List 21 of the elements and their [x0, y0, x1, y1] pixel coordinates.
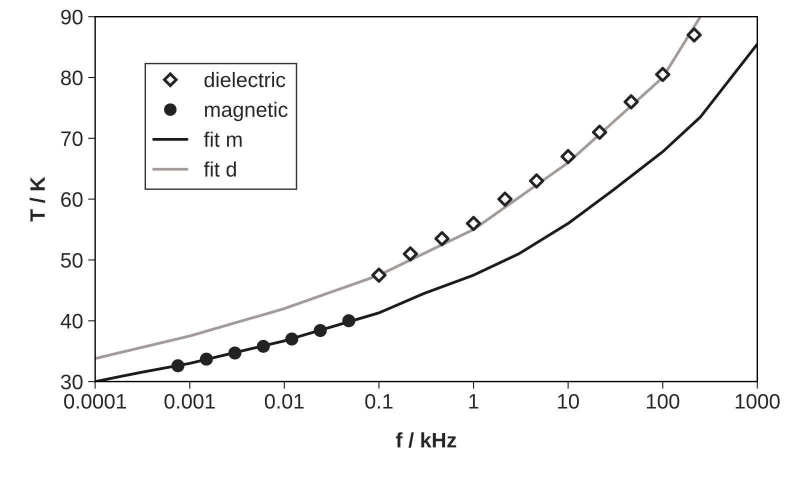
x-tick-label: 0.1 — [365, 394, 392, 409]
x-tick-label: 0.0001 — [64, 394, 126, 409]
x-tick-label: 100 — [646, 394, 680, 409]
y-tick-label: 40 — [60, 314, 83, 329]
legend-label: fit d — [204, 161, 236, 177]
y-tick-label: 90 — [61, 10, 83, 24]
legend-label: magnetic — [205, 102, 288, 122]
y-tick-label: 60 — [61, 192, 83, 207]
x-tick-label: 0.001 — [164, 394, 215, 409]
x-tick-label: 1 — [469, 394, 478, 409]
y-tick-label: 30 — [60, 374, 83, 390]
y-axis-title: T / K — [30, 176, 46, 222]
y-tick-label: 80 — [61, 70, 83, 86]
legend-label: dielectric — [204, 72, 286, 88]
legend-label: fit m — [204, 132, 242, 147]
x-tick-label: 10 — [558, 394, 579, 409]
x-tick-label: 1000 — [736, 394, 780, 409]
y-tick-label: 50 — [61, 252, 83, 268]
x-axis-title: f / kHz — [396, 432, 456, 448]
x-tick-label: 0.01 — [264, 394, 304, 409]
y-tick-label: 70 — [61, 131, 83, 146]
